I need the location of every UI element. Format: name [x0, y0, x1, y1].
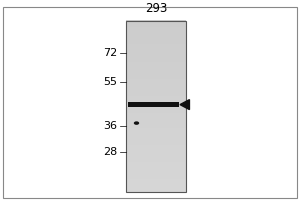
- Bar: [126, 100, 186, 102]
- Bar: [126, 23, 186, 25]
- Bar: [126, 89, 186, 92]
- Bar: [126, 119, 186, 122]
- Bar: [126, 80, 186, 83]
- Bar: [126, 147, 186, 149]
- Bar: [126, 117, 186, 119]
- Bar: [126, 68, 186, 70]
- Bar: [126, 106, 186, 109]
- Bar: [126, 46, 186, 49]
- Bar: [126, 108, 186, 111]
- Bar: [128, 102, 178, 107]
- Bar: [126, 162, 186, 164]
- Bar: [126, 134, 186, 137]
- Text: 36: 36: [103, 121, 117, 131]
- Bar: [126, 91, 186, 94]
- Bar: [126, 95, 186, 98]
- Bar: [126, 29, 186, 32]
- Bar: [126, 48, 186, 51]
- Bar: [126, 190, 186, 192]
- Bar: [126, 185, 186, 188]
- Bar: [126, 168, 186, 171]
- Bar: [126, 55, 186, 57]
- Bar: [126, 166, 186, 169]
- Text: 293: 293: [145, 2, 167, 15]
- Bar: [126, 143, 186, 145]
- Bar: [126, 179, 186, 182]
- Bar: [126, 181, 186, 184]
- Bar: [126, 20, 186, 23]
- Bar: [126, 145, 186, 147]
- Bar: [126, 53, 186, 55]
- Bar: [126, 65, 186, 68]
- Bar: [126, 44, 186, 47]
- Bar: [126, 25, 186, 27]
- Bar: [126, 61, 186, 64]
- Bar: [126, 155, 186, 158]
- Bar: [126, 87, 186, 89]
- Bar: [126, 72, 186, 74]
- Bar: [126, 102, 186, 104]
- Bar: [126, 183, 186, 186]
- Ellipse shape: [134, 121, 139, 125]
- Bar: [126, 50, 186, 53]
- Bar: [126, 85, 186, 87]
- Bar: [126, 175, 186, 177]
- Bar: [126, 115, 186, 117]
- Bar: [126, 27, 186, 29]
- Bar: [126, 121, 186, 124]
- Bar: [126, 149, 186, 152]
- Bar: [126, 42, 186, 44]
- Bar: [126, 74, 186, 77]
- Bar: [126, 140, 186, 143]
- Bar: [126, 160, 186, 162]
- Bar: [126, 59, 186, 62]
- Bar: [126, 76, 186, 79]
- Bar: [126, 164, 186, 167]
- Bar: [126, 38, 186, 40]
- Bar: [126, 136, 186, 139]
- Bar: [126, 125, 186, 128]
- Bar: [126, 35, 186, 38]
- Bar: [126, 177, 186, 179]
- Bar: [126, 151, 186, 154]
- Bar: [126, 132, 186, 134]
- Bar: [126, 130, 186, 132]
- Bar: [126, 93, 186, 96]
- Bar: [126, 110, 186, 113]
- Text: 55: 55: [103, 77, 117, 87]
- Polygon shape: [180, 100, 190, 110]
- Bar: [126, 21, 186, 192]
- Bar: [126, 57, 186, 59]
- Bar: [126, 63, 186, 66]
- Bar: [126, 40, 186, 42]
- Text: 28: 28: [103, 147, 117, 157]
- Bar: [126, 188, 186, 190]
- Bar: [126, 173, 186, 175]
- Bar: [126, 113, 186, 115]
- Bar: [126, 31, 186, 34]
- Bar: [126, 70, 186, 72]
- Bar: [126, 138, 186, 141]
- Bar: [126, 128, 186, 130]
- Bar: [126, 123, 186, 126]
- Bar: [126, 98, 186, 100]
- Bar: [126, 83, 186, 85]
- Bar: [126, 104, 186, 107]
- Bar: [126, 78, 186, 81]
- Bar: [126, 33, 186, 36]
- Bar: [126, 153, 186, 156]
- Text: 72: 72: [103, 48, 117, 58]
- Bar: [126, 170, 186, 173]
- Bar: [126, 158, 186, 160]
